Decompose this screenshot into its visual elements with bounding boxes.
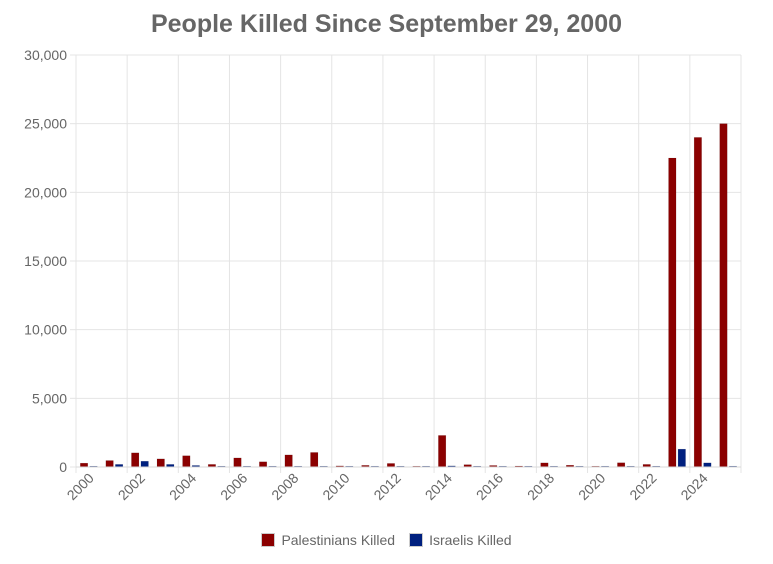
bar-palestinians-killed[interactable]	[233, 457, 242, 468]
y-tick-label: 30,000	[24, 47, 67, 63]
x-tick-label: 2002	[115, 470, 148, 503]
x-tick-label: 2014	[422, 470, 455, 503]
x-tick-label: 2010	[319, 470, 352, 503]
bar-palestinians-killed[interactable]	[438, 435, 447, 468]
bar-palestinians-killed[interactable]	[131, 452, 140, 468]
x-tick-label: 2004	[166, 470, 199, 503]
bar-palestinians-killed[interactable]	[284, 454, 293, 468]
x-tick-label: 2008	[268, 470, 301, 503]
bar-palestinians-killed[interactable]	[540, 462, 549, 468]
bar-palestinians-killed[interactable]	[719, 123, 728, 468]
y-tick-label: 10,000	[24, 322, 67, 338]
x-tick-label: 2022	[626, 470, 659, 503]
bar-palestinians-killed[interactable]	[310, 452, 319, 468]
legend-label-israelis: Israelis Killed	[429, 532, 512, 548]
x-tick-label: 2024	[677, 470, 710, 503]
legend-swatch-palestinians	[261, 533, 276, 547]
bar-palestinians-killed[interactable]	[80, 462, 89, 468]
y-tick-label: 5,000	[32, 390, 67, 406]
y-tick-label: 15,000	[24, 253, 67, 269]
chart-title: People Killed Since September 29, 2000	[150, 10, 623, 38]
y-tick-label: 20,000	[24, 184, 67, 200]
bar-palestinians-killed[interactable]	[693, 137, 702, 468]
bar-palestinians-killed[interactable]	[259, 461, 268, 468]
x-tick-label: 2018	[524, 470, 557, 503]
legend-item-israelis[interactable]: Israelis Killed	[409, 532, 512, 548]
x-tick-label: 2020	[575, 470, 608, 503]
bar-palestinians-killed[interactable]	[182, 455, 191, 468]
y-tick-label: 0	[59, 459, 67, 475]
legend-swatch-israelis	[409, 533, 424, 547]
bar-palestinians-killed[interactable]	[105, 460, 114, 468]
bar-israelis-killed[interactable]	[677, 448, 686, 468]
bar-palestinians-killed[interactable]	[386, 463, 395, 468]
bar-palestinians-killed[interactable]	[668, 157, 677, 468]
x-tick-label: 2006	[217, 470, 250, 503]
x-tick-label: 2016	[473, 470, 506, 503]
y-tick-label: 25,000	[24, 116, 67, 132]
bar-israelis-killed[interactable]	[140, 460, 149, 468]
bar-palestinians-killed[interactable]	[156, 458, 165, 468]
legend-item-palestinians[interactable]: Palestinians Killed	[261, 532, 395, 548]
legend-label-palestinians: Palestinians Killed	[281, 532, 396, 548]
bar-israelis-killed[interactable]	[703, 462, 712, 468]
x-tick-label: 2000	[64, 470, 97, 503]
legend: Palestinians Killed Israelis Killed	[0, 532, 773, 548]
bar-palestinians-killed[interactable]	[617, 462, 626, 468]
x-tick-label: 2012	[370, 470, 403, 503]
